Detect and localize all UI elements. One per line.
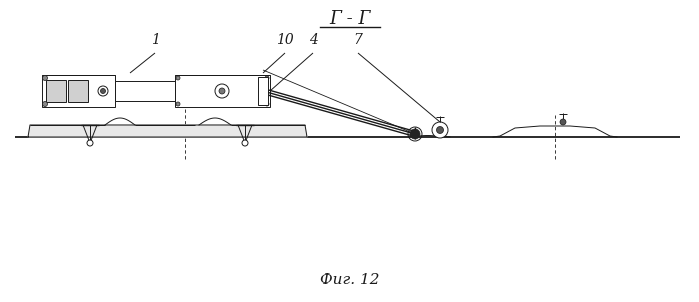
- Circle shape: [242, 140, 248, 146]
- Circle shape: [265, 76, 269, 80]
- Bar: [46, 80, 66, 102]
- Circle shape: [432, 122, 448, 138]
- Circle shape: [410, 129, 420, 139]
- Circle shape: [101, 88, 106, 94]
- Bar: [258, 77, 268, 105]
- Text: Г - Г: Г - Г: [329, 10, 370, 28]
- Circle shape: [560, 119, 566, 125]
- Text: Фиг. 12: Фиг. 12: [320, 273, 380, 287]
- Text: 4: 4: [308, 33, 317, 47]
- Circle shape: [265, 102, 269, 106]
- Text: 7: 7: [354, 33, 363, 47]
- Circle shape: [43, 76, 48, 81]
- Circle shape: [215, 84, 229, 98]
- Bar: [42, 75, 115, 107]
- Bar: [68, 80, 88, 102]
- Text: 10: 10: [276, 33, 294, 47]
- Bar: [175, 75, 270, 107]
- Text: 1: 1: [150, 33, 159, 47]
- Bar: [115, 81, 175, 101]
- Circle shape: [43, 101, 48, 107]
- Circle shape: [219, 88, 225, 94]
- Circle shape: [436, 127, 443, 133]
- Circle shape: [87, 140, 93, 146]
- Circle shape: [98, 86, 108, 96]
- Circle shape: [176, 76, 180, 80]
- Circle shape: [176, 102, 180, 106]
- Polygon shape: [28, 125, 307, 137]
